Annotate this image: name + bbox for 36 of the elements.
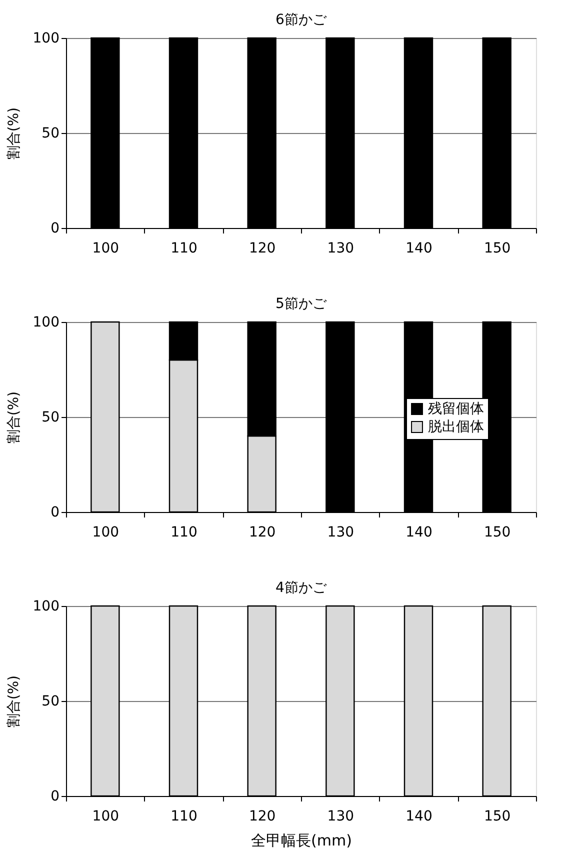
chart-title: 4節かご [276, 580, 328, 596]
y-tick-label: 100 [32, 314, 60, 330]
x-tick-label: 140 [406, 808, 432, 824]
y-tick-label: 50 [42, 126, 60, 142]
x-tick-label: 110 [170, 240, 198, 256]
chart-title: 5節かご [276, 296, 328, 312]
x-tick-label: 100 [92, 524, 120, 540]
y-tick-label: 50 [42, 410, 60, 426]
y-axis-title: 割合(%) [6, 391, 22, 444]
x-tick-label: 150 [484, 240, 511, 256]
y-tick-label: 100 [32, 598, 60, 614]
x-tick-label: 130 [327, 240, 354, 256]
y-axis-title: 割合(%) [6, 107, 22, 160]
x-tick-label: 140 [406, 240, 432, 256]
x-tick-label: 110 [170, 808, 198, 824]
x-tick-label: 100 [92, 240, 120, 256]
x-tick-label: 120 [248, 524, 276, 540]
x-tick-label: 120 [248, 808, 276, 824]
y-axis-title: 割合(%) [6, 675, 22, 728]
legend-label: 残留個体 [428, 401, 484, 417]
x-tick-label: 110 [170, 524, 198, 540]
x-axis-title: 全甲幅長(mm) [251, 832, 352, 850]
x-tick-label: 150 [484, 524, 511, 540]
x-tick-label: 100 [92, 808, 120, 824]
legend-label: 脱出個体 [428, 419, 484, 435]
y-tick-label: 100 [32, 30, 60, 46]
x-tick-label: 130 [327, 524, 354, 540]
y-tick-label: 0 [50, 788, 60, 804]
x-tick-label: 130 [327, 808, 354, 824]
y-tick-label: 0 [50, 220, 60, 236]
x-tick-label: 120 [248, 240, 276, 256]
y-tick-label: 50 [42, 694, 60, 710]
x-tick-label: 150 [484, 808, 511, 824]
x-tick-label: 140 [406, 524, 432, 540]
chart-title: 6節かご [276, 12, 328, 28]
y-tick-label: 0 [50, 504, 60, 520]
